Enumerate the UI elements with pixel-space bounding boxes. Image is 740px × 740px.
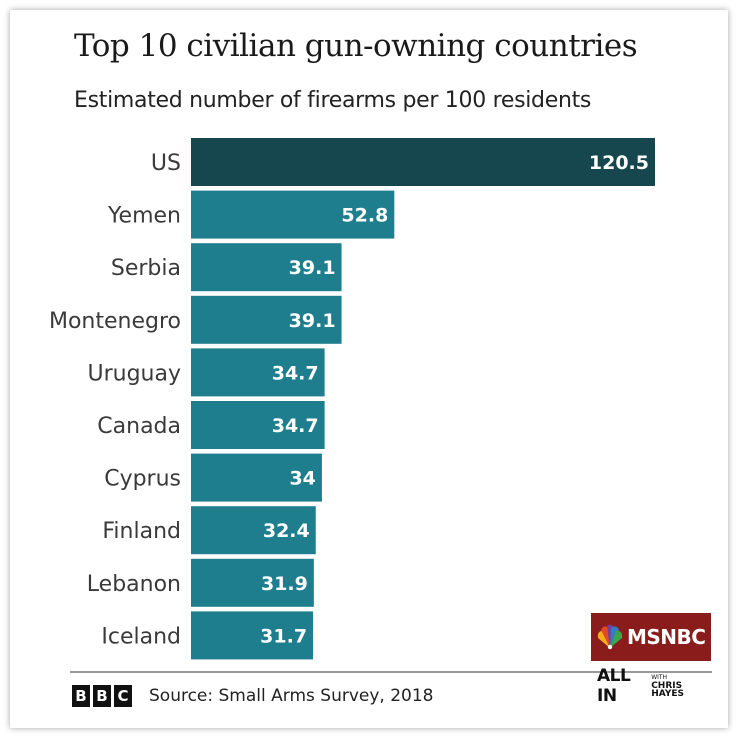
value-label-lebanon: 31.9 [261, 573, 308, 595]
show-host-block: WITH CHRIS HAYES [651, 674, 711, 699]
show-host: CHRIS HAYES [651, 681, 684, 699]
category-label-cyprus: Cyprus [104, 467, 181, 492]
bar-canada [191, 401, 325, 449]
peacock-icon [597, 624, 623, 650]
msnbc-wordmark: MSNBC [627, 625, 706, 649]
chart-title: Top 10 civilian gun-owning countries [74, 28, 638, 64]
show-with: WITH [651, 674, 668, 681]
value-label-us: 120.5 [589, 152, 649, 174]
bbc-logo-letter-b2: B [93, 685, 111, 707]
category-label-montenegro: Montenegro [49, 309, 181, 334]
bar-uruguay [191, 348, 325, 397]
msnbc-watermark: MSNBC [591, 613, 711, 661]
category-label-us: US [151, 151, 181, 176]
category-label-lebanon: Lebanon [87, 572, 181, 597]
chart-footer: B B C Source: Small Arms Survey, 2018 [72, 683, 433, 709]
category-label-finland: Finland [102, 519, 181, 544]
bar-cyprus [191, 453, 322, 502]
value-label-finland: 32.4 [263, 520, 310, 542]
category-label-uruguay: Uruguay [88, 361, 182, 386]
bbc-logo-letter-b1: B [72, 685, 90, 707]
bar-montenegro [191, 295, 342, 344]
bar-finland [191, 506, 316, 555]
category-label-serbia: Serbia [111, 256, 181, 281]
show-title: ALL IN [597, 666, 631, 706]
bar-yemen [191, 190, 395, 239]
value-label-serbia: 39.1 [289, 257, 336, 279]
bar-us [191, 138, 655, 186]
bar-iceland [191, 611, 314, 660]
bbc-logo-letter-c: C [114, 685, 132, 707]
chart-subtitle: Estimated number of firearms per 100 res… [74, 88, 592, 113]
value-label-canada: 34.7 [272, 415, 319, 437]
bar-serbia [191, 243, 342, 292]
category-label-yemen: Yemen [107, 204, 181, 229]
show-watermark: ALL IN WITH CHRIS HAYES [591, 666, 711, 706]
value-label-yemen: 52.8 [341, 205, 388, 227]
value-label-montenegro: 39.1 [289, 310, 336, 332]
value-label-iceland: 31.7 [260, 625, 307, 647]
bar-lebanon [191, 558, 314, 607]
value-label-uruguay: 34.7 [272, 362, 319, 384]
source-note: Source: Small Arms Survey, 2018 [149, 686, 434, 706]
value-label-cyprus: 34 [289, 468, 315, 490]
category-label-canada: Canada [97, 414, 181, 439]
chart-frame [10, 10, 728, 728]
category-label-iceland: Iceland [101, 624, 181, 649]
